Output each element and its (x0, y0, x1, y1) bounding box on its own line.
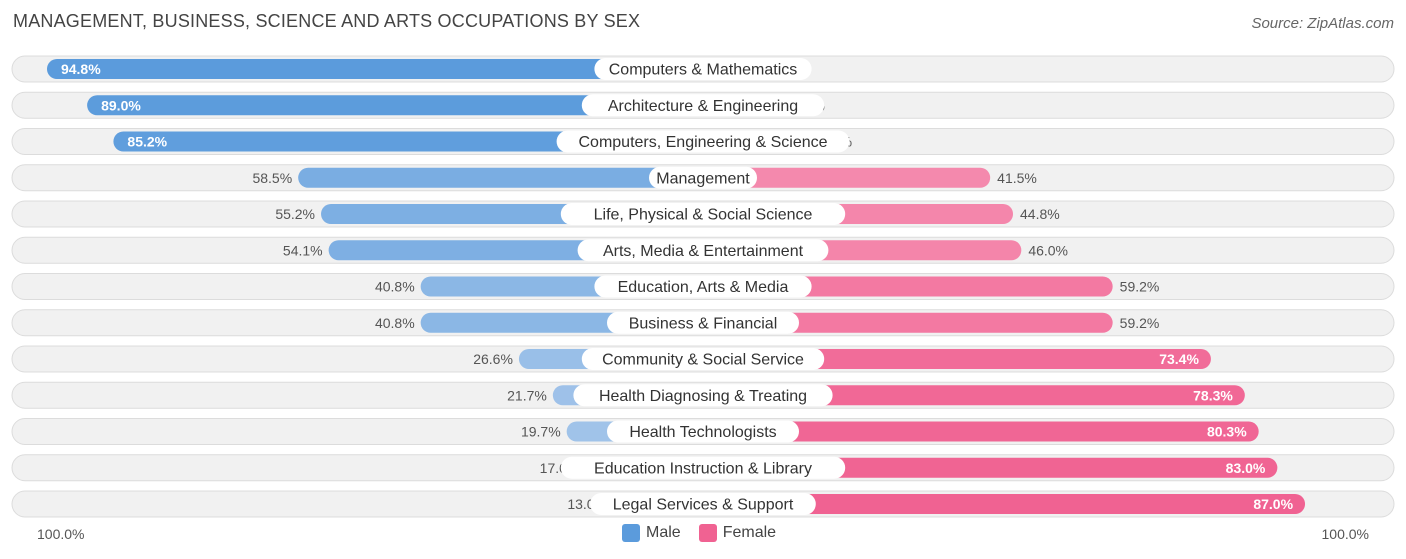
source-label: Source: ZipAtlas.com (1251, 15, 1394, 32)
category-label-pill (556, 130, 850, 153)
female-bar (703, 312, 1113, 333)
female-bar (703, 494, 1306, 514)
female-bar (703, 421, 1259, 442)
male-bar (46, 59, 703, 79)
category-label-pill (649, 166, 757, 189)
female-value-label: 46.0% (1028, 242, 1068, 258)
category-label-pill (607, 420, 799, 443)
axis-left-label: 100.0% (37, 526, 85, 542)
category-label-pill (560, 456, 846, 479)
male-value-label: 54.1% (283, 242, 323, 258)
female-value-label: 78.3% (1193, 387, 1233, 403)
female-value-label: 41.5% (997, 170, 1037, 186)
female-bar (703, 167, 991, 188)
category-label-pill (590, 493, 816, 515)
category-label: Health Diagnosing & Treating (599, 388, 807, 405)
category-label: Life, Physical & Social Science (594, 207, 813, 224)
category-label: Computers & Mathematics (609, 62, 798, 79)
category-label: Health Technologists (629, 424, 776, 441)
legend-swatch-male (622, 524, 640, 542)
female-value-label: 80.3% (1207, 424, 1247, 440)
legend-label-female: Female (722, 524, 777, 541)
female-value-label: 73.4% (1159, 351, 1199, 367)
category-label: Education Instruction & Library (594, 460, 812, 477)
category-label-pill (577, 239, 829, 262)
category-label: Management (656, 170, 750, 187)
male-value-label: 55.2% (275, 206, 315, 222)
female-value-label: 87.0% (1253, 496, 1293, 512)
male-value-label: 89.0% (101, 97, 141, 113)
legend-item-male: Male (622, 524, 681, 542)
female-bar (703, 457, 1278, 478)
category-label-pill (607, 311, 799, 334)
legend-swatch-female (698, 524, 717, 542)
male-value-label: 58.5% (252, 170, 292, 186)
male-value-label: 40.8% (375, 315, 415, 331)
category-label: Architecture & Engineering (608, 98, 798, 115)
male-value-label: 85.2% (127, 134, 167, 150)
male-value-label: 26.6% (473, 351, 513, 367)
male-value-label: 19.7% (521, 424, 561, 440)
category-label-pill (573, 384, 833, 407)
category-label-pill (560, 203, 846, 225)
female-value-label: 59.2% (1120, 279, 1160, 295)
female-bar (703, 385, 1245, 406)
female-bar (703, 349, 1211, 369)
legend-item-female: Female (698, 524, 777, 542)
female-value-label: 59.2% (1120, 315, 1160, 331)
female-value-label: 44.8% (1020, 206, 1060, 222)
category-label-pill (581, 94, 825, 117)
category-label-pill (581, 348, 825, 370)
category-label: Business & Financial (629, 315, 778, 332)
category-label: Computers, Engineering & Science (578, 134, 827, 151)
male-value-label: 40.8% (375, 279, 415, 295)
category-label: Education, Arts & Media (618, 279, 789, 296)
male-value-label: 94.8% (61, 61, 101, 77)
category-label-pill (594, 275, 812, 298)
male-bar (298, 167, 703, 188)
male-bar (113, 131, 703, 152)
legend: Male Female (622, 524, 794, 542)
axis-right-label: 100.0% (1321, 526, 1369, 542)
chart-title: MANAGEMENT, BUSINESS, SCIENCE AND ARTS O… (13, 11, 641, 31)
male-value-label: 21.7% (507, 387, 547, 403)
category-label-pill (594, 58, 812, 80)
category-label: Legal Services & Support (613, 497, 794, 514)
female-value-label: 83.0% (1226, 460, 1266, 476)
category-label: Arts, Media & Entertainment (603, 243, 804, 260)
category-label: Community & Social Service (602, 352, 804, 369)
male-bar (87, 95, 704, 116)
legend-label-male: Male (646, 524, 681, 541)
diverging-bar-chart: 94.8%5.2%Computers & Mathematics89.0%11.… (11, 55, 1395, 518)
